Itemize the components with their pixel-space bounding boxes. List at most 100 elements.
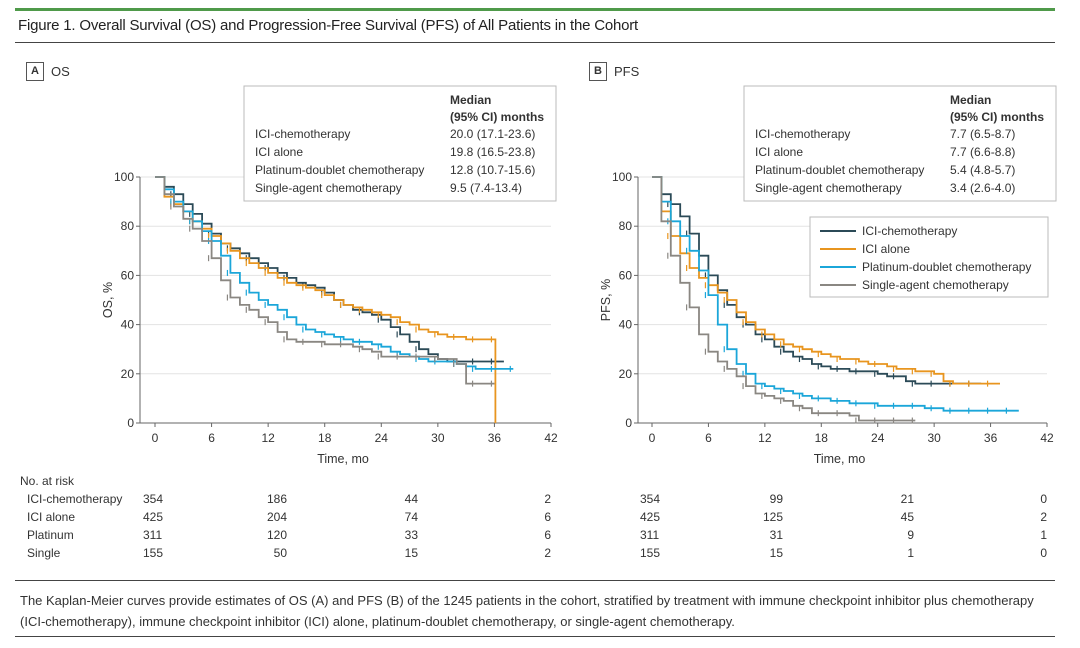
panel-a-median-row-value: 9.5 (7.4-13.4) [450, 181, 522, 195]
panel-b-curve-platinum-doublet-chemotherapy [652, 176, 1019, 412]
panel-b-median-row-value: 7.7 (6.6-8.8) [950, 145, 1015, 159]
panel-a-x-tick-label: 12 [261, 431, 275, 445]
panel-a-x-tick-label: 30 [431, 431, 445, 445]
panel-a-at-risk-value: 33 [404, 528, 418, 542]
panel-b-at-risk-value: 311 [640, 528, 660, 542]
panel-b-letter: B [589, 62, 607, 81]
panel-b-x-axis-label: Time, mo [814, 452, 866, 466]
panel-a-median-row-value: 20.0 (17.1-23.6) [450, 127, 535, 141]
panel-a-at-risk-value: 15 [404, 546, 418, 560]
risk-row-label: Platinum [27, 528, 74, 542]
panel-b-curve-single-agent-chemotherapy [652, 176, 916, 422]
panel-b-legend-label: ICI-chemotherapy [862, 224, 957, 238]
risk-table-title: No. at risk [20, 474, 75, 488]
panel-b-median-subheader: (95% CI) months [950, 110, 1044, 124]
panel-a-y-axis-label: OS, % [101, 282, 115, 318]
risk-row-label: Single [27, 546, 61, 560]
panel-a-at-risk-value: 2 [544, 546, 551, 560]
panel-a-x-tick-label: 42 [544, 431, 558, 445]
panel-a-median-row-label: Platinum-doublet chemotherapy [255, 163, 424, 177]
panel-a-y-tick-label: 100 [114, 170, 134, 184]
panel-a-at-risk-value: 204 [266, 510, 287, 524]
panel-a-at-risk-value: 6 [544, 510, 551, 524]
panel-b-at-risk-value: 0 [1040, 492, 1047, 506]
panel-a-at-risk-value: 6 [544, 528, 551, 542]
panel-a-median-subheader: (95% CI) months [450, 110, 544, 124]
panel-a-y-tick-label: 40 [121, 318, 135, 332]
panel-a-label: A OS [26, 62, 70, 81]
panel-a-curve-single-agent-chemotherapy [155, 176, 495, 385]
panel-a-at-risk-value: 120 [266, 528, 287, 542]
panel-b-y-tick-label: 40 [619, 318, 633, 332]
panel-b-at-risk-value: 15 [769, 546, 783, 560]
panel-a-median-row-label: Single-agent chemotherapy [255, 181, 402, 195]
panel-b-x-tick-label: 12 [758, 431, 772, 445]
panel-b-x-tick-label: 18 [815, 431, 829, 445]
panel-a-curve-ici-alone [155, 176, 497, 423]
panel-a-median-row-label: ICI-chemotherapy [255, 127, 350, 141]
panel-a-x-tick-label: 0 [152, 431, 159, 445]
panel-b-median-row-label: Platinum-doublet chemotherapy [755, 163, 924, 177]
panel-b-median-row-label: Single-agent chemotherapy [755, 181, 902, 195]
panel-b-at-risk-value: 155 [640, 546, 661, 560]
panel-b-y-tick-label: 0 [625, 416, 632, 430]
panel-b-legend-label: Single-agent chemotherapy [862, 278, 1009, 292]
panel-a-at-risk-value: 2 [544, 492, 551, 506]
panel-a-at-risk-value: 155 [143, 546, 164, 560]
panel-a-median-row-label: ICI alone [255, 145, 303, 159]
panel-b-at-risk-value: 1 [1040, 528, 1047, 542]
panel-b-title: PFS [614, 64, 640, 79]
panel-b-y-tick-label: 80 [619, 219, 633, 233]
figure-caption: The Kaplan-Meier curves provide estimate… [20, 593, 1034, 629]
panel-b-at-risk-value: 354 [640, 492, 661, 506]
title-divider [15, 42, 1055, 43]
panel-b-median-row-label: ICI alone [755, 145, 803, 159]
panel-b-curve-ici-alone [652, 176, 1000, 385]
panel-b-x-tick-label: 0 [649, 431, 656, 445]
panel-a-x-tick-label: 18 [318, 431, 332, 445]
panel-a-at-risk-value: 425 [143, 510, 164, 524]
panel-b-at-risk-value: 1 [907, 546, 914, 560]
panel-b-label: B PFS [589, 62, 639, 81]
panel-a-at-risk-value: 74 [404, 510, 418, 524]
panel-b-at-risk-value: 31 [769, 528, 783, 542]
panel-a-median-box-frame [243, 85, 557, 202]
panel-a-y-tick-label: 0 [127, 416, 134, 430]
panel-b-at-risk-value: 9 [907, 528, 914, 542]
figure-accent-bar [15, 8, 1055, 11]
panel-b-median-row-value: 5.4 (4.8-5.7) [950, 163, 1015, 177]
panel-b-x-tick-label: 42 [1040, 431, 1054, 445]
risk-row-label: ICI-chemotherapy [27, 492, 123, 506]
panel-a-y-tick-label: 60 [121, 268, 135, 282]
panel-b-legend: ICI-chemotherapy ICI alone Platinum-double… [809, 216, 1049, 298]
risk-row-label: ICI alone [27, 510, 76, 524]
panel-b-plot: 0 20 40 60 80 100 0 6 12 18 24 30 36 42 Time, mo PFS, %… [599, 85, 1057, 466]
panel-a-median-header: Median [450, 93, 491, 107]
panel-b-legend-label: Platinum-doublet chemotherapy [862, 260, 1031, 274]
panel-b-x-tick-label: 30 [927, 431, 941, 445]
panel-a-plot: 0 20 40 60 80 100 0 6 12 18 24 30 36 42 Time, mo OS, % M… [101, 85, 558, 466]
panel-b-x-tick-label: 24 [871, 431, 885, 445]
panel-b-at-risk-value: 99 [769, 492, 783, 506]
panel-a-at-risk-value: 186 [266, 492, 287, 506]
panel-b-y-axis-label: PFS, % [599, 279, 613, 321]
panel-b-y-tick-label: 60 [619, 268, 633, 282]
panel-a-at-risk-value: 354 [143, 492, 164, 506]
panel-a-x-axis-label: Time, mo [317, 452, 369, 466]
figure-title: Figure 1. Overall Survival (OS) and Prog… [18, 17, 639, 34]
panel-a-x-tick-label: 36 [488, 431, 502, 445]
panel-a-median-row-value: 12.8 (10.7-15.6) [450, 163, 535, 177]
panel-a-letter: A [26, 62, 44, 81]
panel-a-at-risk-value: 311 [143, 528, 163, 542]
panel-a-y-tick-label: 80 [121, 219, 135, 233]
panel-b-median-row-value: 3.4 (2.6-4.0) [950, 181, 1015, 195]
panel-b-x-tick-label: 6 [705, 431, 712, 445]
panel-a-x-tick-label: 24 [375, 431, 389, 445]
panel-b-median-row-label: ICI-chemotherapy [755, 127, 850, 141]
panel-b-at-risk-value: 125 [762, 510, 783, 524]
panel-a-title: OS [51, 64, 70, 79]
panel-b-median-box: Median (95% CI) months ICI-chemotherapy 7.7… [743, 85, 1057, 202]
panel-b-x-tick-label: 36 [984, 431, 998, 445]
panel-a-at-risk-value: 44 [404, 492, 418, 506]
